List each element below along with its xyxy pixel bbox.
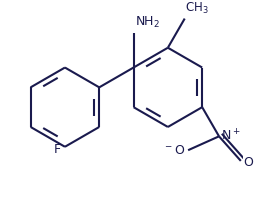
Text: CH$_3$: CH$_3$ — [186, 1, 209, 16]
Text: NH$_2$: NH$_2$ — [135, 15, 160, 30]
Text: F: F — [54, 143, 61, 156]
Text: $^-$O: $^-$O — [164, 144, 186, 157]
Text: O: O — [243, 156, 253, 169]
Text: N$^+$: N$^+$ — [221, 129, 240, 144]
